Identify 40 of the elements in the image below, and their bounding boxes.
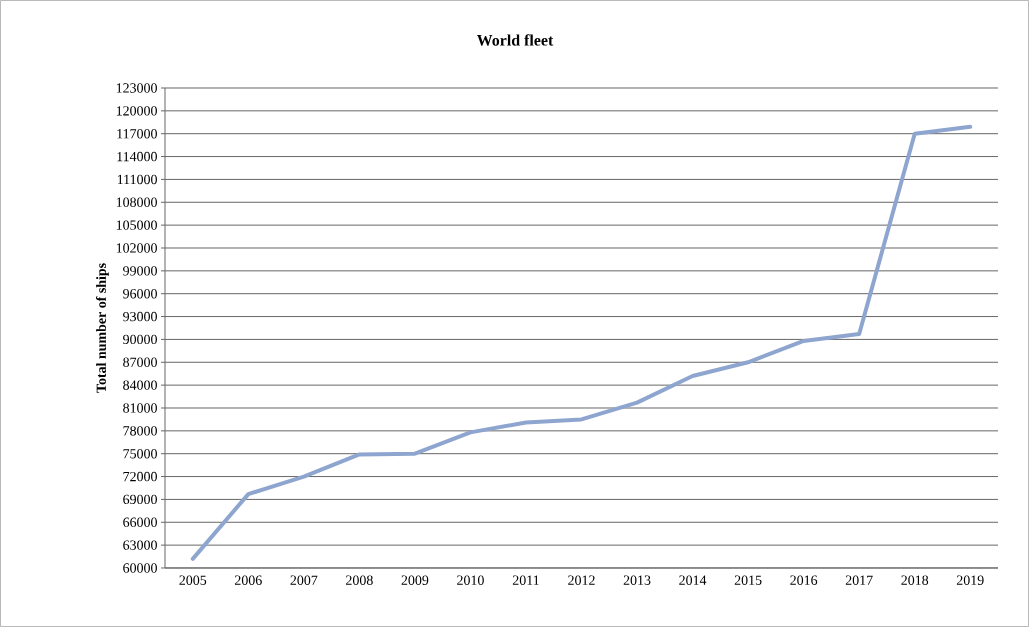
y-tick-label: 81000 — [123, 403, 157, 413]
x-tick-label: 2019 — [956, 575, 984, 585]
y-tick-label: 96000 — [123, 288, 157, 299]
y-tick-label: 66000 — [123, 517, 157, 527]
chart-title: World fleet — [476, 34, 554, 46]
y-tick-label: 78000 — [123, 426, 157, 436]
y-tick-label: 84000 — [123, 380, 157, 390]
x-tick-label: 2017 — [845, 575, 873, 585]
y-tick-label: 102000 — [116, 243, 157, 253]
y-tick-label: 60000 — [123, 563, 157, 573]
line-series — [190, 124, 973, 561]
y-tick-label: 90000 — [123, 334, 157, 345]
x-tick-label: 2007 — [290, 575, 318, 585]
x-tick-label: 2006 — [234, 575, 262, 585]
y-tick-label: 117000 — [117, 128, 157, 139]
y-tick-label: 111000 — [117, 174, 157, 185]
x-tick-label: 2013 — [623, 575, 651, 585]
x-tick-label: 2010 — [457, 575, 484, 585]
y-tick-label: 72000 — [123, 471, 157, 482]
x-tick-label: 2005 — [179, 575, 207, 585]
y-tick-label: 108000 — [116, 197, 157, 207]
y-tick-label: 93000 — [123, 311, 157, 322]
x-tick-label: 2016 — [790, 575, 818, 585]
y-tick-label: 105000 — [116, 220, 157, 230]
y-axis-title: Total number of ships — [96, 263, 109, 393]
y-tick-label: 75000 — [123, 448, 157, 459]
y-tick-label: 99000 — [123, 266, 157, 276]
x-tick-label: 2008 — [346, 575, 373, 585]
x-tick-label: 2011 — [512, 575, 539, 585]
y-tick-label: 120000 — [116, 106, 157, 116]
x-tick-label: 2014 — [679, 575, 707, 585]
y-tick-label: 123000 — [116, 83, 157, 93]
x-tick-label: 2018 — [901, 575, 929, 585]
x-tick-label: 2009 — [401, 575, 429, 585]
y-tick-label: 69000 — [123, 494, 157, 505]
x-tick-label: 2015 — [734, 575, 762, 585]
y-tick-label: 114000 — [117, 151, 157, 162]
y-tick-label: 87000 — [123, 357, 157, 367]
x-tick-label: 2012 — [568, 575, 595, 585]
y-tick-label: 63000 — [123, 540, 157, 550]
